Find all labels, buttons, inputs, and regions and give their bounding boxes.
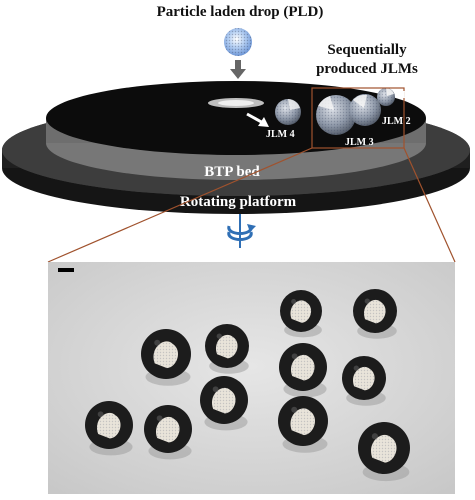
jlm-photo — [48, 262, 455, 494]
jlm2-label: JLM 2 — [382, 116, 411, 127]
jlm1-label: JLM 1 — [397, 90, 426, 101]
photo-marble-6 — [342, 356, 386, 406]
particle-laden-drop — [224, 28, 252, 56]
jlm4-label: JLM 4 — [266, 129, 295, 140]
scale-bar-icon — [58, 268, 74, 272]
photo-marbles — [85, 289, 410, 482]
photo-marble-4 — [141, 329, 191, 386]
photo-marble-8 — [85, 401, 133, 456]
photo-marble-7 — [200, 376, 248, 431]
down-arrow-icon — [230, 60, 246, 79]
connector-line-left — [47, 147, 313, 263]
jlm-selection-box — [311, 87, 405, 149]
jlm-marble-2 — [349, 94, 381, 126]
photo-marble-9 — [144, 405, 192, 460]
jlm-marble-3 — [316, 95, 356, 135]
photo-marble-3 — [205, 324, 249, 374]
connector-line-right — [403, 147, 456, 263]
photo-marble-10 — [278, 396, 328, 453]
photo-marble-11 — [358, 422, 410, 482]
jlm-title-line1: Sequentially — [327, 42, 407, 58]
jlm3-label: JLM 3 — [345, 137, 374, 148]
jlm-title-line2: produced JLMs — [316, 61, 418, 77]
bed-label: BTP bed — [204, 164, 260, 180]
pld-title: Particle laden drop (PLD) — [157, 4, 324, 20]
platform-label: Rotating platform — [180, 194, 297, 210]
white-arrow-icon — [246, 112, 269, 127]
rotation-arrow-icon — [227, 214, 256, 248]
photo-marble-5 — [279, 343, 327, 398]
photo-marble-1 — [280, 290, 322, 338]
jlm-marble-4 — [275, 99, 301, 125]
photo-marble-2 — [353, 289, 397, 339]
jlm-marble-1 — [377, 88, 395, 106]
